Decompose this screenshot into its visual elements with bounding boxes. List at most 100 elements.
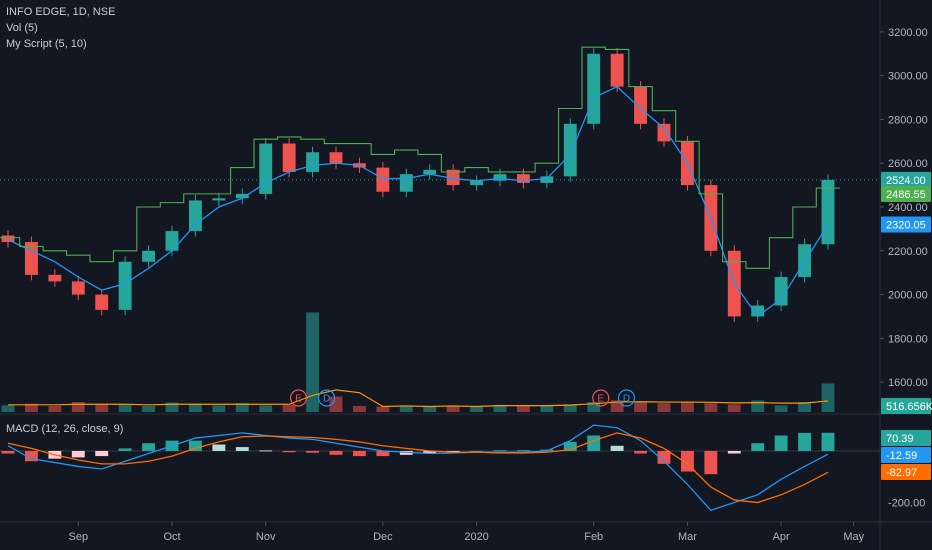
volume-bar (212, 405, 226, 412)
candle-body (516, 174, 530, 183)
macd-histogram-bar (142, 443, 156, 451)
volume-bar (540, 405, 554, 412)
volume-bar (118, 404, 132, 412)
candle-body (610, 53, 624, 87)
candle-body (470, 180, 484, 186)
candle-body (376, 167, 390, 192)
candle-body (423, 169, 437, 175)
signal-line-tag: -82.97 (886, 467, 917, 479)
candle-body (1, 235, 15, 243)
candle-body (329, 152, 343, 164)
macd-line-tag: -12.59 (886, 450, 917, 462)
volume-bar (329, 396, 343, 412)
last-price-tag: 2524.00 (886, 175, 926, 187)
candle-body (587, 53, 601, 124)
macd-hist-tag: 70.39 (886, 433, 914, 445)
candlesticks (1, 48, 835, 322)
volume-bar (306, 312, 320, 412)
macd-histogram-bar (71, 450, 85, 458)
event-label: D (623, 394, 630, 405)
time-tick-label: Feb (584, 531, 603, 543)
candle-body (774, 277, 788, 306)
candle-body (165, 231, 179, 251)
macd-histogram-bar (376, 450, 390, 457)
candle-body (95, 294, 109, 310)
volume-bar (657, 403, 671, 412)
volume-bar (71, 402, 85, 412)
volume-bar (774, 405, 788, 412)
signal-line (7, 432, 829, 504)
macd-histogram-bar (212, 444, 226, 451)
volume-ma-line (8, 389, 829, 408)
candle-body (540, 176, 554, 183)
volume-bar (446, 405, 460, 412)
candle-body (235, 193, 249, 199)
candle-body (142, 250, 156, 262)
macd-line-tag-bg (881, 447, 931, 463)
macd-histogram-bar (563, 441, 577, 451)
dividend-marker (617, 389, 636, 407)
signal-line-tag-bg (881, 464, 931, 480)
time-tick-label: May (843, 531, 864, 543)
volume-bar (188, 403, 202, 412)
event-label: E (597, 394, 604, 405)
volume-bar (493, 404, 507, 412)
price-tick-label: 3200.00 (888, 27, 928, 39)
macd-histogram-bar (751, 443, 765, 451)
candle-body (188, 200, 202, 232)
volume-bar (751, 400, 765, 412)
volume-bar (680, 401, 694, 412)
event-label: D (323, 394, 330, 405)
macd-histogram-bar (774, 435, 788, 451)
volume-bar (821, 383, 835, 412)
macd-histogram-bar (493, 450, 507, 452)
price-tick-label: 2800.00 (888, 114, 928, 126)
macd-histogram-bar (821, 432, 835, 451)
volume-bar (24, 403, 38, 412)
candle-body (493, 174, 507, 181)
volume-bar (563, 404, 577, 412)
channel-price-tag-bg (881, 186, 931, 203)
price-tick-label: 2600.00 (888, 158, 928, 170)
volume-bar (235, 403, 249, 412)
macd-legend: MACD (12, 26, close, 9) (6, 423, 124, 435)
macd-histogram-bar (259, 450, 273, 452)
price-tick-label: 2400.00 (888, 202, 928, 214)
volume-bar (259, 405, 273, 412)
volume-bar (1, 405, 15, 412)
candle-body (751, 305, 765, 317)
candle-body (24, 242, 38, 275)
macd-histogram-bar (188, 440, 202, 451)
earnings-marker (592, 389, 610, 407)
time-tick-label: Apr (773, 531, 790, 543)
volume-bar (704, 403, 718, 412)
macd-histogram-bar (610, 445, 624, 451)
volume-bar (48, 405, 62, 412)
price-tick-label: 2000.00 (888, 290, 928, 302)
time-tick-label: Sep (68, 531, 88, 543)
macd-histogram-bar (423, 450, 437, 454)
volume-bar (516, 405, 530, 412)
last-price-tag-bg (881, 171, 931, 188)
volume-tag: 516.656K (886, 401, 932, 413)
macd-histogram-bar (634, 450, 648, 454)
macd-histogram-bar (798, 432, 812, 451)
moving-average-line (7, 85, 829, 318)
volume-bar (727, 404, 741, 412)
time-tick-label: 2020 (464, 531, 488, 543)
candle-body (634, 86, 648, 124)
volume-legend: Vol (5) (6, 22, 38, 34)
candle-body (118, 261, 132, 310)
candle-body (657, 123, 671, 142)
candle-body (212, 198, 226, 201)
price-tick-label: 1600.00 (888, 377, 928, 389)
macd-histogram-bar (704, 450, 718, 475)
volume-bar (352, 405, 366, 412)
macd-histogram-bar (95, 450, 109, 457)
volume-bar (587, 402, 601, 412)
macd-histogram-bar (470, 450, 484, 452)
time-tick-label: Oct (163, 531, 180, 543)
